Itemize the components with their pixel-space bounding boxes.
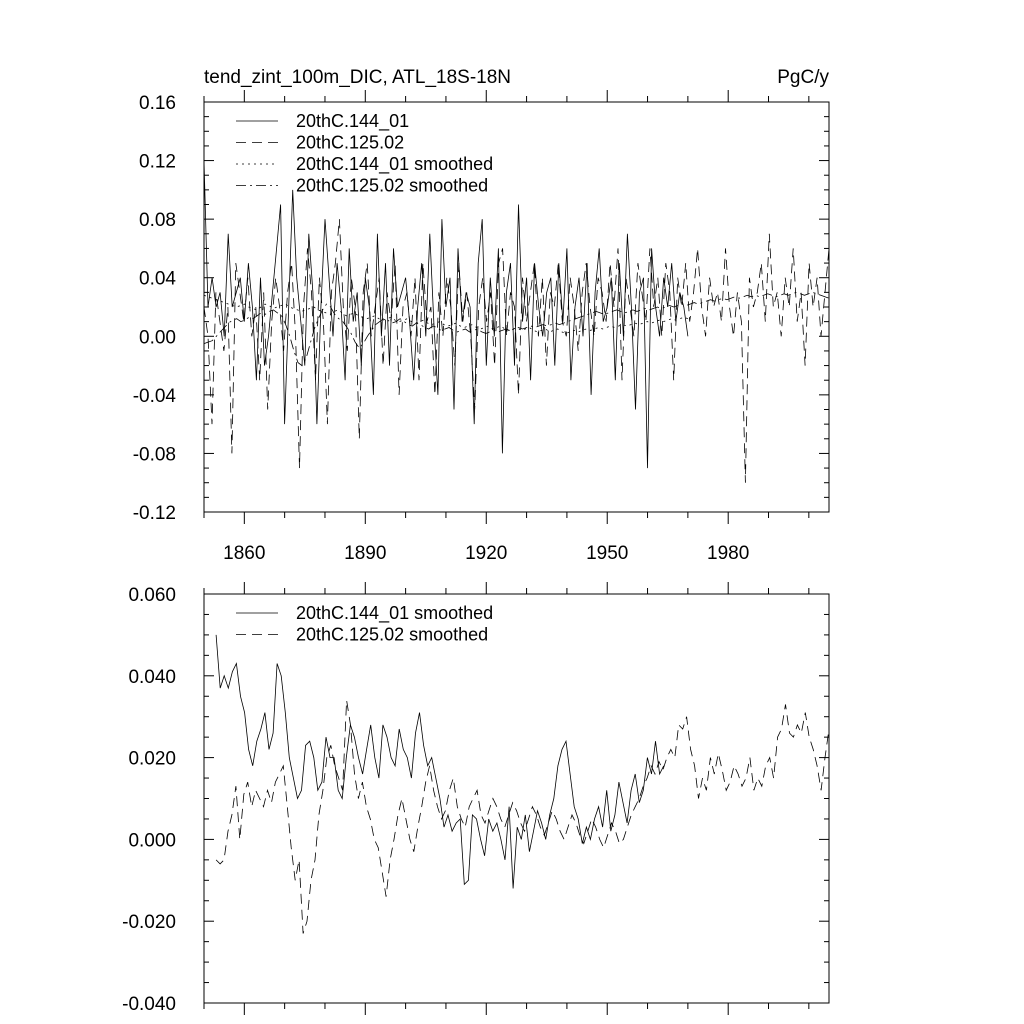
bottom-axes: 0.060 0.040 0.020 0.000 -0.020 -0.040: [122, 582, 830, 1015]
legend-entry: 20thC.125.02 smoothed: [296, 176, 488, 196]
y-tick-label: -0.04: [133, 386, 177, 407]
x-tick-label: 1920: [465, 543, 507, 564]
y-tick-label: 0.060: [128, 585, 176, 606]
series-line-2: [203, 294, 689, 334]
y-tick-label: 0.12: [139, 152, 176, 173]
top-plot-area: [203, 160, 830, 483]
y-tick-label: 0.000: [128, 830, 176, 851]
y-tick-label: 0.16: [139, 93, 176, 114]
x-tick-label: 1860: [223, 543, 265, 564]
y-tick-label: 0.00: [139, 327, 176, 348]
x-tick-label: 1980: [707, 543, 749, 564]
x-tick-label: 1890: [344, 543, 386, 564]
bottom-plot-area: [215, 634, 830, 934]
y-tick-label: 0.08: [139, 210, 176, 231]
series-line-3: [203, 291, 830, 367]
units-label: PgC/y: [777, 67, 829, 88]
y-tick-label: -0.020: [122, 912, 176, 933]
series-line-0: [203, 160, 689, 469]
bottom-panel: 0.060 0.040 0.020 0.000 -0.020 -0.040 20thC.1…: [122, 582, 830, 1015]
y-tick-label: 0.020: [128, 749, 176, 770]
legend-entry: 20thC.144_01 smoothed: [296, 154, 493, 175]
top-panel: tend_zint_100m_DIC, ATL_18S-18N PgC/y 0.…: [133, 67, 830, 564]
y-tick-label: -0.12: [133, 503, 176, 524]
series-line-0: [215, 634, 665, 889]
legend-entry: 20thC.144_01 smoothed: [296, 603, 493, 624]
legend-entry: 20thC.125.02 smoothed: [296, 625, 488, 645]
y-tick-label: 0.040: [128, 667, 176, 688]
x-tick-label: 1950: [586, 543, 628, 564]
top-axes: 0.16 0.12 0.08 0.04 0.00 -0.04 -0.08 -0.12 1860 1…: [133, 90, 830, 564]
y-tick-label: -0.08: [133, 444, 176, 465]
legend-entry: 20thC.144_01: [296, 111, 409, 132]
legend-entry: 20thC.125.02: [296, 133, 404, 153]
y-tick-label: 0.04: [139, 269, 176, 290]
y-tick-label: -0.040: [122, 994, 176, 1015]
series-line-1: [203, 219, 830, 483]
chart-title: tend_zint_100m_DIC, ATL_18S-18N: [204, 67, 511, 88]
series-line-1: [215, 700, 830, 934]
